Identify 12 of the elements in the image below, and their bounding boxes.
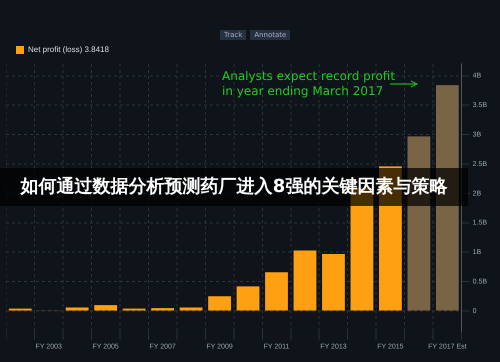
bar xyxy=(66,307,89,311)
bar xyxy=(322,254,345,311)
bar xyxy=(208,296,231,311)
bar xyxy=(180,307,202,311)
bar xyxy=(294,250,316,311)
bar xyxy=(236,286,260,311)
bar xyxy=(151,308,174,311)
bar xyxy=(265,272,288,311)
legend-label: Net profit (loss) 3.8418 xyxy=(28,45,110,54)
text: 如何通过数据分析预测药厂进入8强的关键因素与策略 xyxy=(0,168,468,206)
bar xyxy=(94,305,118,311)
annotation: Analysts expect record profit in year ending March 2017 xyxy=(222,69,396,99)
